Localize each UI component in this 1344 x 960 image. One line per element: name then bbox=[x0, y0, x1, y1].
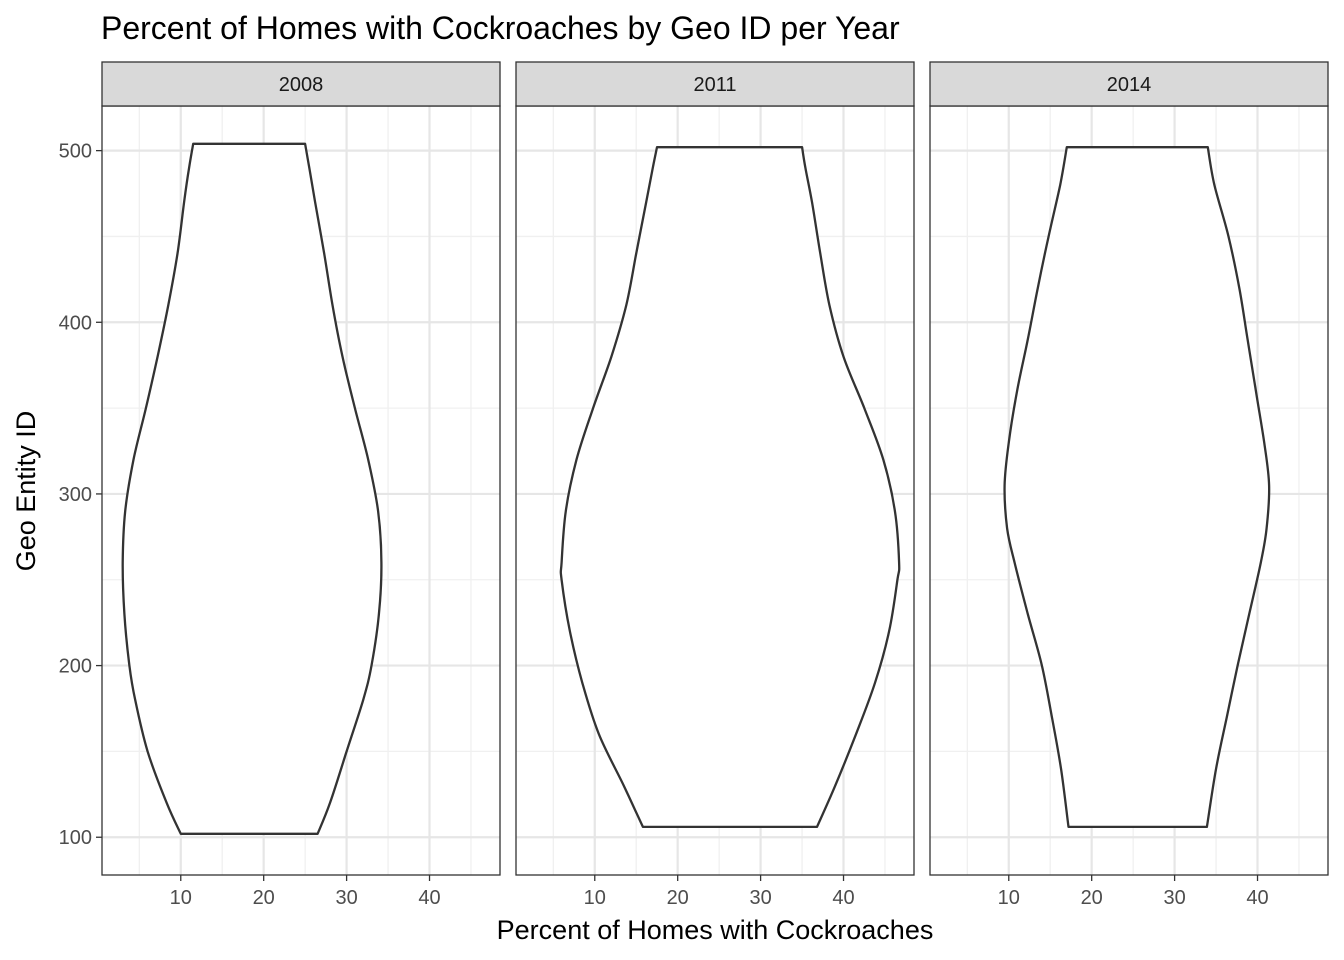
facet-panel-2014: 2014 10 20 30 40 bbox=[929, 61, 1329, 909]
facet-strip bbox=[515, 61, 915, 107]
x-axis-title: Percent of Homes with Cockroaches bbox=[497, 915, 934, 945]
facet-strip-label: 2014 bbox=[1107, 74, 1152, 96]
y-axis-title: Geo Entity ID bbox=[11, 411, 41, 572]
x-tick-label: 20 bbox=[667, 887, 689, 909]
y-tick-label: 100 bbox=[59, 827, 92, 849]
chart-title: Percent of Homes with Cockroaches by Geo… bbox=[101, 10, 900, 46]
x-tick-label: 10 bbox=[998, 887, 1020, 909]
facet-strip-label: 2011 bbox=[693, 74, 736, 96]
facet-strip bbox=[929, 61, 1329, 107]
facet-panel-2008: 2008 10 20 30 40 100 200 300 400 500 bbox=[59, 61, 501, 909]
y-tick-label: 500 bbox=[59, 141, 92, 163]
y-tick-label: 400 bbox=[59, 312, 92, 334]
x-tick-label: 10 bbox=[170, 887, 192, 909]
facet-strip-label: 2008 bbox=[279, 74, 324, 96]
y-tick-label: 300 bbox=[59, 484, 92, 506]
y-tick-label: 200 bbox=[59, 656, 92, 678]
violin-2008 bbox=[121, 142, 383, 835]
x-tick-label: 30 bbox=[749, 887, 771, 909]
x-tick-label: 20 bbox=[253, 887, 275, 909]
facet-panel-2011: 2011 10 20 30 40 bbox=[515, 61, 915, 909]
x-tick-label: 20 bbox=[1081, 887, 1103, 909]
x-tick-label: 30 bbox=[1163, 887, 1185, 909]
violin-2011 bbox=[559, 146, 901, 829]
facet-strip bbox=[101, 61, 501, 107]
x-tick-label: 40 bbox=[418, 887, 440, 909]
x-tick-label: 40 bbox=[1246, 887, 1268, 909]
x-tick-label: 10 bbox=[584, 887, 606, 909]
x-tick-label: 40 bbox=[832, 887, 854, 909]
x-tick-label: 30 bbox=[335, 887, 357, 909]
violin-2014 bbox=[1003, 146, 1271, 829]
